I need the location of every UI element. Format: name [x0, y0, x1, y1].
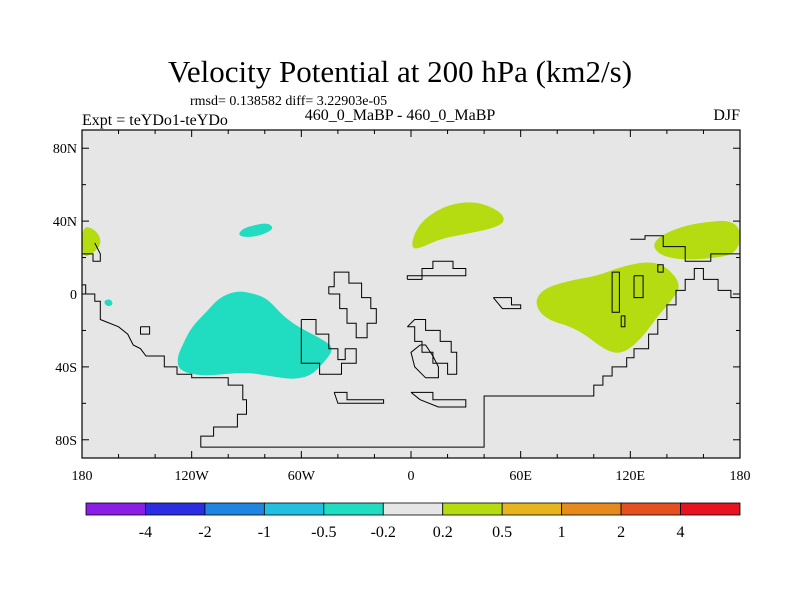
y-tick-label: 80N	[53, 142, 77, 157]
chart-title: Velocity Potential at 200 hPa (km2/s)	[167, 54, 633, 89]
region-cyan-north-pacific	[239, 223, 273, 237]
coastline-8	[406, 319, 458, 375]
region-cyan-small-patch	[104, 299, 113, 307]
coastline-3	[328, 271, 377, 339]
y-tick-label: 40S	[55, 361, 77, 376]
coastlines	[82, 235, 740, 448]
axis-ticks: 180 120W 60W 0 60E 120E 180 80N 40N 0 40S 80S	[53, 130, 751, 484]
coastline-11	[620, 315, 626, 328]
coastline-14	[657, 264, 664, 273]
coastline-1	[82, 268, 740, 448]
colorbar-swatch	[204, 502, 265, 516]
season-label: DJF	[713, 107, 740, 124]
region-cyan-southeast-pacific	[177, 291, 332, 379]
colorbar-swatch	[442, 502, 503, 516]
colorbar-label: -0.2	[371, 524, 396, 541]
coastline-12	[611, 271, 620, 313]
coastline-5	[333, 391, 385, 404]
experiment-label: Expt = teYDo1-teYDo	[82, 112, 228, 129]
region-green-northwest-pacific	[654, 220, 740, 260]
shaded-regions	[82, 202, 740, 379]
y-tick-label: 80S	[55, 434, 77, 449]
colorbar-label: 1	[558, 524, 566, 541]
region-green-north-africa	[412, 202, 504, 249]
colorbar-swatch	[145, 502, 206, 516]
colorbar-label: 4	[677, 524, 685, 541]
colorbar-swatch	[323, 502, 384, 516]
colorbar-swatch	[501, 502, 563, 516]
x-tick-label: 180	[72, 469, 93, 484]
coastline-15	[630, 235, 740, 262]
x-tick-label: 180	[730, 469, 751, 484]
colorbar-label: -1	[258, 524, 271, 541]
coastline-0	[82, 242, 101, 262]
x-tick-label: 120W	[175, 469, 210, 484]
colorbar-label: -0.5	[311, 524, 336, 541]
coastline-4	[300, 319, 357, 375]
coastline-6	[410, 391, 467, 408]
colorbar: -4 -2 -1 -0.5 -0.2 0.2 0.5 1 2 4	[85, 502, 741, 541]
y-tick-label: 0	[70, 288, 77, 303]
colorbar-swatch	[263, 502, 325, 516]
case-label: 460_0_MaBP - 460_0_MaBP	[304, 107, 496, 124]
coastline-2	[140, 326, 151, 335]
colorbar-swatch	[85, 502, 146, 516]
coastline-13	[633, 275, 644, 299]
region-green-dateline-west	[82, 227, 101, 256]
colorbar-label: 0.2	[433, 524, 453, 541]
x-tick-label: 0	[408, 469, 415, 484]
colorbar-label: -4	[139, 524, 152, 541]
stats-subtitle: rmsd= 0.138582 diff= 3.22903e-05	[190, 94, 388, 109]
colorbar-swatch	[382, 502, 444, 516]
colorbar-swatch	[561, 502, 622, 516]
coastline-9	[410, 344, 439, 379]
x-tick-label: 60E	[509, 469, 532, 484]
y-tick-label: 40N	[53, 215, 77, 230]
coastline-10	[492, 297, 522, 310]
colorbar-label: -2	[198, 524, 211, 541]
x-tick-label: 60W	[288, 469, 316, 484]
x-tick-label: 120E	[616, 469, 646, 484]
colorbar-label: 2	[617, 524, 625, 541]
colorbar-label: 0.5	[492, 524, 512, 541]
coastline-7	[406, 260, 467, 280]
colorbar-swatch	[620, 502, 681, 516]
colorbar-swatch	[680, 502, 741, 516]
